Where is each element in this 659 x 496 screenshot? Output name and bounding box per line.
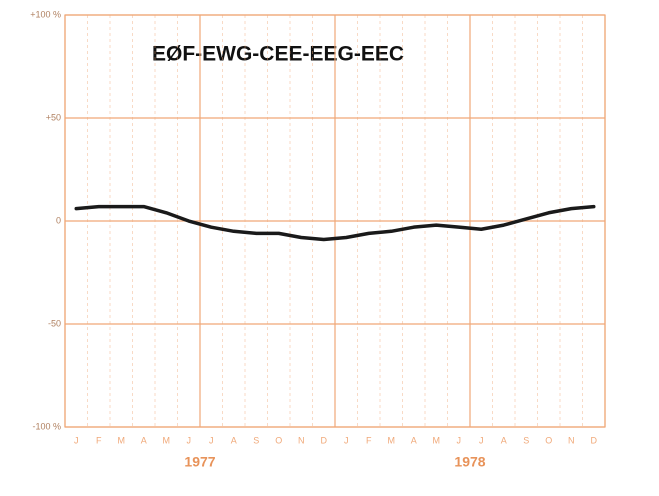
x-tick-label: A (141, 435, 147, 445)
x-tick-label: D (321, 435, 328, 445)
x-tick-label: M (163, 435, 171, 445)
x-tick-label: A (411, 435, 417, 445)
x-tick-label: F (366, 435, 372, 445)
x-tick-label: M (118, 435, 126, 445)
y-tick-label: 0 (56, 215, 61, 225)
x-tick-label: A (501, 435, 507, 445)
x-tick-label: J (457, 435, 462, 445)
y-tick-label: -50 (48, 318, 61, 328)
x-tick-label: J (344, 435, 349, 445)
x-tick-label: D (591, 435, 598, 445)
x-tick-label: N (298, 435, 305, 445)
x-group-label: 1978 (454, 454, 485, 470)
x-tick-label: O (545, 435, 552, 445)
x-tick-label: F (96, 435, 102, 445)
x-tick-label: J (479, 435, 484, 445)
chart-title: EØF-EWG-CEE-EEG-EEC (152, 43, 404, 66)
y-tick-label: +50 (46, 112, 61, 122)
x-tick-label: S (523, 435, 529, 445)
x-tick-label: M (388, 435, 396, 445)
x-tick-label: O (275, 435, 282, 445)
y-tick-label: -100 % (32, 421, 61, 431)
x-tick-label: M (433, 435, 441, 445)
x-group-label: 1977 (184, 454, 215, 470)
x-tick-label: J (74, 435, 79, 445)
data-line (74, 204, 596, 242)
x-tick-label: S (253, 435, 259, 445)
y-tick-label: +100 % (30, 9, 61, 19)
x-tick-label: J (209, 435, 214, 445)
x-tick-label: N (568, 435, 575, 445)
x-tick-label: J (187, 435, 192, 445)
x-tick-label: A (231, 435, 237, 445)
